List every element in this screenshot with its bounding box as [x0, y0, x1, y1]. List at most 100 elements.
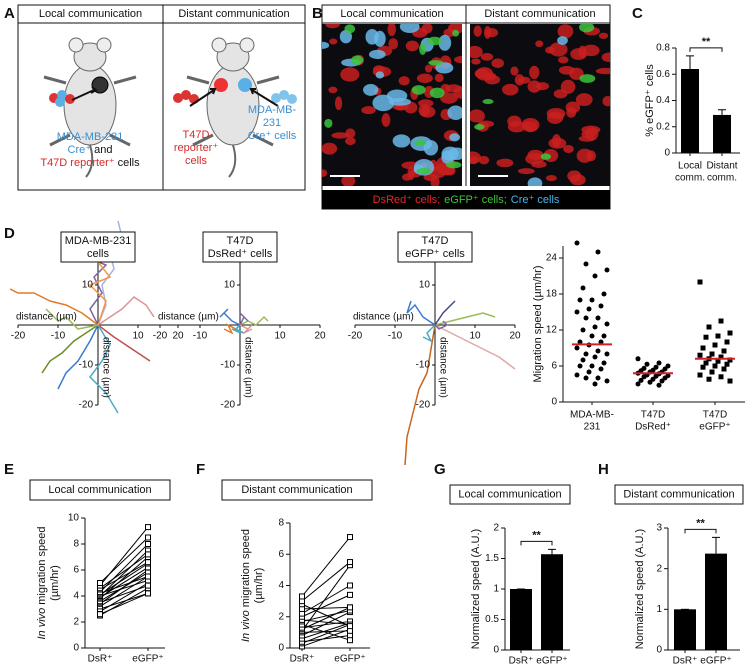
dot	[580, 357, 586, 363]
track	[239, 315, 269, 326]
cell	[545, 174, 557, 182]
cell	[361, 106, 376, 115]
cell	[480, 53, 494, 61]
cell-label: MDA-MB-231	[57, 131, 124, 143]
x-tick-label: Distant	[706, 161, 737, 172]
bar	[510, 589, 532, 650]
x-tick-label: -20	[11, 331, 26, 342]
x-tick-label: -20	[348, 331, 363, 342]
dot	[586, 369, 592, 375]
dot	[706, 324, 712, 330]
cell	[579, 74, 596, 83]
dot	[712, 342, 718, 348]
cell	[322, 41, 330, 49]
pair-point	[97, 611, 103, 618]
cell	[388, 38, 399, 50]
pair-line	[301, 619, 351, 626]
pair-point	[347, 591, 353, 598]
title-box	[449, 484, 571, 505]
x-tick-label: comm.	[707, 173, 737, 184]
cell	[329, 38, 338, 45]
cell	[448, 24, 462, 34]
cell	[392, 134, 411, 148]
pair-line	[99, 566, 149, 598]
x-axis-label: distance (µm)	[158, 312, 219, 323]
pair-line	[99, 550, 149, 597]
pair-line	[99, 561, 149, 590]
x-tick-label: -10	[388, 331, 403, 342]
panel-label: B	[312, 5, 323, 22]
cell	[414, 140, 427, 146]
y-tick-label: 0	[664, 148, 670, 159]
x-tick-label: DsR⁺	[88, 654, 113, 665]
y-tick-label: -10	[221, 360, 236, 371]
track	[9, 288, 99, 326]
cell	[386, 89, 408, 103]
dot	[598, 366, 604, 372]
y-axis-label-emphasis: In vivo	[240, 610, 252, 642]
dot	[604, 321, 610, 327]
pair-line	[301, 611, 351, 636]
chart-title: T47D	[227, 235, 254, 247]
pair-line	[99, 576, 149, 607]
pair-point	[347, 559, 353, 566]
pair-line	[301, 624, 351, 644]
track	[434, 312, 496, 326]
legend-entry: DsRed⁺ cells;	[373, 194, 441, 206]
y-axis-label: In vivo migration speed	[36, 526, 48, 639]
dot	[580, 327, 586, 333]
x-tick-label: 20	[172, 331, 184, 342]
text-segment: MDA-MB-	[248, 104, 297, 116]
x-tick-label: eGFP⁺	[536, 656, 567, 667]
cell	[478, 155, 490, 165]
cell	[411, 85, 426, 95]
x-tick-label: DsR⁺	[673, 656, 698, 667]
x-tick-label: DsRed⁺	[635, 422, 671, 433]
y-tick-label: 1	[493, 584, 499, 595]
y-tick-label: 6	[73, 565, 79, 576]
cell	[344, 24, 356, 34]
cell	[416, 73, 433, 84]
cell	[322, 169, 328, 178]
track	[239, 324, 253, 334]
image-title: Distant communication	[484, 8, 595, 20]
cell-cluster	[49, 90, 297, 107]
x-tick-label: eGFP⁺	[700, 656, 731, 667]
dot	[721, 366, 727, 372]
y-tick-label: 0.4	[656, 95, 670, 106]
dot	[583, 261, 589, 267]
panel-label: F	[196, 461, 205, 478]
dot	[574, 240, 580, 246]
dot	[656, 382, 662, 388]
cell	[434, 73, 444, 83]
cell	[375, 71, 385, 79]
dot	[604, 267, 610, 273]
y-axis-label-text: migration speed	[36, 526, 48, 604]
x-tick-label: 20	[314, 331, 326, 342]
y-tick-label: 18	[546, 289, 558, 300]
dot	[718, 318, 724, 324]
dot	[574, 309, 580, 315]
track	[89, 324, 119, 414]
chart-title: eGFP⁺ cells	[405, 248, 465, 260]
dot	[727, 378, 733, 384]
cell	[345, 137, 356, 146]
text-segment: MDA-MB-231	[57, 131, 124, 143]
pair-line	[301, 606, 351, 630]
track	[57, 324, 99, 390]
pair-line	[301, 630, 351, 633]
significance: **	[532, 529, 541, 541]
dot	[724, 361, 730, 367]
x-tick-label: -10	[193, 331, 208, 342]
cell	[331, 132, 350, 139]
cells	[322, 24, 462, 186]
y-tick-label: 8	[73, 539, 79, 550]
cell	[579, 24, 595, 33]
y-axis-label: Migration speed (µm/hr)	[532, 266, 544, 383]
pair-line	[99, 553, 149, 589]
cell	[322, 142, 338, 155]
cell	[427, 36, 443, 46]
pair-point	[145, 534, 151, 541]
bar	[705, 553, 727, 650]
dot	[641, 374, 647, 380]
